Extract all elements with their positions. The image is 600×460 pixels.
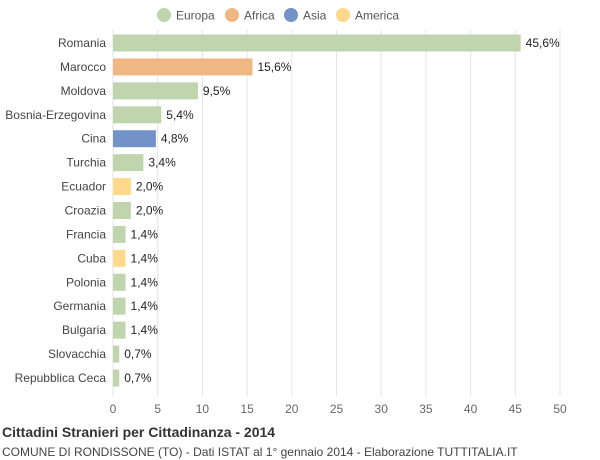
value-label-croazia: 2,0% <box>136 204 164 218</box>
bar-cuba <box>113 249 126 267</box>
value-label-bosnia-erzegovina: 5,4% <box>166 108 194 122</box>
category-label-moldova: Moldova <box>61 84 107 98</box>
value-label-cuba: 1,4% <box>131 251 159 265</box>
category-label-polonia: Polonia <box>66 275 106 289</box>
x-tick-label: 0 <box>110 402 117 416</box>
category-label-slovacchia: Slovacchia <box>48 347 106 361</box>
category-label-cina: Cina <box>81 132 106 146</box>
value-label-polonia: 1,4% <box>131 275 159 289</box>
x-axis: 0 5 10 15 20 25 30 35 40 45 50 <box>110 402 567 416</box>
bar-ecuador <box>113 178 131 196</box>
bar-turchia <box>113 154 144 172</box>
category-label-croazia: Croazia <box>65 204 107 218</box>
legend-marker-america <box>336 8 350 22</box>
bar-francia <box>113 225 126 243</box>
category-label-francia: Francia <box>66 227 106 241</box>
bar-chart: Europa Africa Asia America Romania 45,6% Maro… <box>5 8 567 416</box>
legend-label-america: America <box>355 9 399 23</box>
x-tick-label: 10 <box>196 402 210 416</box>
bar-marocco <box>113 58 253 76</box>
value-label-romania: 45,6% <box>526 36 560 50</box>
bar-slovacchia <box>113 345 120 363</box>
bar-romania <box>113 34 521 52</box>
x-tick-label: 5 <box>154 402 161 416</box>
bar-croazia <box>113 202 131 220</box>
category-label-cuba: Cuba <box>77 251 106 265</box>
legend: Europa Africa Asia America <box>157 8 399 23</box>
value-label-slovacchia: 0,7% <box>124 347 152 361</box>
x-tick-label: 40 <box>464 402 478 416</box>
bar-germania <box>113 297 126 315</box>
bars: Romania 45,6% Marocco 15,6% Moldova 9,5% Bosni… <box>5 34 560 387</box>
value-label-bulgaria: 1,4% <box>131 323 159 337</box>
x-tick-label: 30 <box>375 402 389 416</box>
chart-title: Cittadini Stranieri per Cittadinanza - 2… <box>2 424 276 440</box>
bar-bosnia-erzegovina <box>113 106 162 124</box>
value-label-cina: 4,8% <box>161 132 189 146</box>
category-label-germania: Germania <box>53 299 106 313</box>
category-label-turchia: Turchia <box>66 156 106 170</box>
value-label-germania: 1,4% <box>131 299 159 313</box>
category-label-repubblica-ceca: Repubblica Ceca <box>15 371 107 385</box>
category-label-marocco: Marocco <box>60 60 106 74</box>
category-label-romania: Romania <box>58 36 106 50</box>
bar-moldova <box>113 82 198 100</box>
value-label-francia: 1,4% <box>131 227 159 241</box>
legend-marker-europa <box>157 8 171 22</box>
legend-marker-asia <box>284 8 298 22</box>
legend-label-africa: Africa <box>244 9 275 23</box>
x-tick-label: 15 <box>240 402 254 416</box>
legend-label-europa: Europa <box>176 9 215 23</box>
chart-subtitle: COMUNE DI RONDISSONE (TO) - Dati ISTAT a… <box>2 445 518 459</box>
bar-bulgaria <box>113 321 126 339</box>
value-label-marocco: 15,6% <box>257 60 291 74</box>
x-tick-label: 25 <box>330 402 344 416</box>
value-label-repubblica-ceca: 0,7% <box>124 371 152 385</box>
value-label-ecuador: 2,0% <box>136 180 164 194</box>
bar-polonia <box>113 273 126 291</box>
value-label-turchia: 3,4% <box>148 156 176 170</box>
category-label-bulgaria: Bulgaria <box>62 323 106 337</box>
legend-marker-africa <box>225 8 239 22</box>
category-label-bosnia-erzegovina: Bosnia-Erzegovina <box>5 108 106 122</box>
x-tick-label: 35 <box>419 402 433 416</box>
x-tick-label: 20 <box>285 402 299 416</box>
x-tick-label: 50 <box>553 402 567 416</box>
bar-repubblica-ceca <box>113 369 120 387</box>
category-label-ecuador: Ecuador <box>61 180 106 194</box>
legend-label-asia: Asia <box>303 9 327 23</box>
x-tick-label: 45 <box>509 402 523 416</box>
bar-cina <box>113 130 156 148</box>
value-label-moldova: 9,5% <box>203 84 231 98</box>
